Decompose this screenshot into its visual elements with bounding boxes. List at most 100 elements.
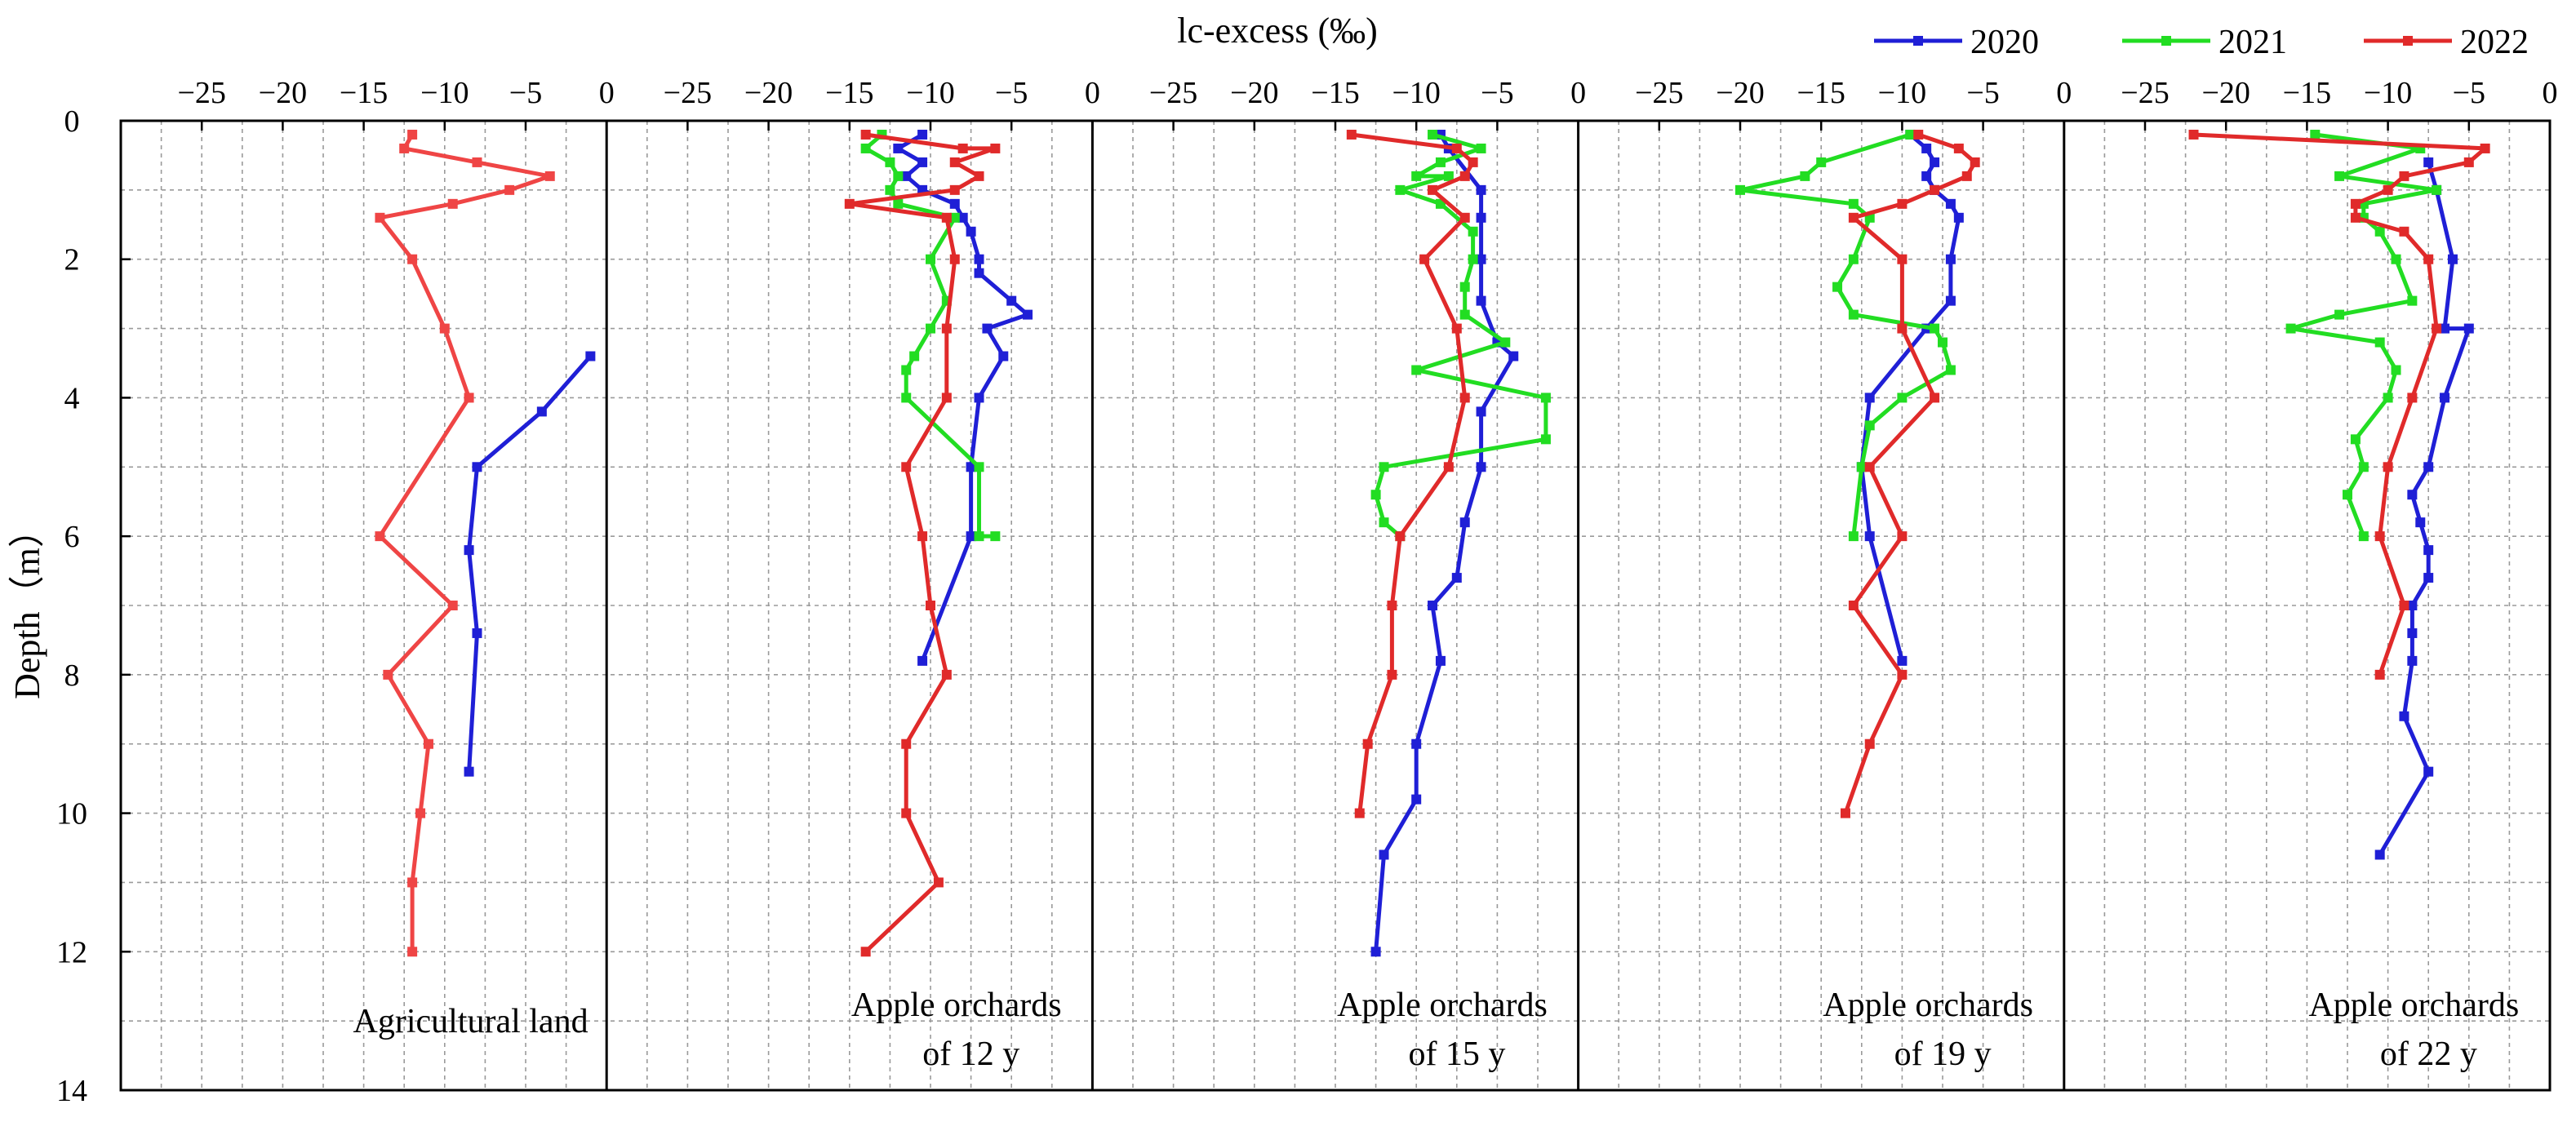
series-line-2022 (377, 133, 553, 952)
panel-label: Apple orchards (2308, 987, 2519, 1024)
data-point-2022 (407, 254, 418, 264)
data-point-2022 (1848, 212, 1859, 223)
data-point-2020 (464, 545, 474, 556)
data-point-2022 (1346, 129, 1357, 140)
data-point-2021 (1930, 323, 1940, 334)
data-point-2022 (1930, 392, 1940, 403)
data-point-2021 (2350, 434, 2361, 445)
data-point-2022 (407, 877, 418, 888)
data-point-2020 (1945, 198, 1956, 209)
series-line-2020 (2378, 162, 2472, 856)
data-point-2022 (399, 143, 410, 153)
data-point-2021 (1540, 392, 1551, 403)
data-point-2022 (439, 323, 450, 334)
data-point-2021 (1816, 157, 1827, 167)
data-point-2020 (1945, 254, 1956, 264)
data-point-2022 (1419, 254, 1430, 264)
data-point-2020 (1411, 738, 1422, 749)
data-point-2022 (544, 171, 555, 181)
data-point-2021 (901, 392, 912, 403)
data-point-2022 (990, 143, 1001, 153)
data-point-2020 (1930, 157, 1940, 167)
data-point-2022 (2399, 171, 2409, 181)
data-point-2022 (941, 323, 952, 334)
data-point-2020 (1864, 531, 1875, 542)
data-point-2020 (1459, 517, 1470, 528)
panel-label: Apple orchards (1337, 987, 1548, 1024)
data-point-2021 (1540, 434, 1551, 445)
data-point-2021 (1379, 517, 1389, 528)
data-point-2022 (1930, 184, 1940, 195)
data-point-2021 (2374, 226, 2385, 237)
data-point-2020 (2423, 573, 2434, 583)
data-point-2021 (885, 184, 895, 195)
data-point-2021 (926, 254, 935, 264)
data-point-2022 (949, 157, 960, 167)
data-point-2022 (1387, 601, 1397, 610)
x-tick-label: −20 (2201, 76, 2250, 110)
data-point-2022 (1428, 184, 1438, 195)
data-point-2022 (1387, 669, 1397, 680)
x-tick-label: −5 (509, 76, 542, 110)
data-point-2020 (974, 254, 984, 264)
x-tick-label: −10 (1878, 76, 1926, 110)
data-point-2022 (1897, 669, 1908, 680)
data-point-2020 (2463, 323, 2474, 334)
series-line-2021 (864, 133, 996, 539)
data-point-2022 (941, 669, 952, 680)
data-point-2020 (1476, 184, 1486, 195)
data-point-2020 (472, 628, 482, 638)
data-point-2020 (1508, 351, 1519, 361)
data-point-2020 (1476, 212, 1486, 223)
data-point-2022 (407, 947, 418, 957)
y-tick-label: 2 (64, 243, 80, 277)
data-point-2022 (2374, 669, 2385, 680)
x-tick-label: −10 (906, 76, 954, 110)
data-point-2022 (1913, 129, 1924, 140)
data-point-2020 (472, 462, 482, 472)
x-tick-label: −5 (995, 76, 1028, 110)
data-point-2021 (1848, 198, 1859, 209)
data-point-2020 (974, 392, 984, 403)
x-tick-label: −25 (1149, 76, 1197, 110)
y-tick-label: 8 (64, 659, 80, 693)
x-tick-label: −5 (1481, 76, 1513, 110)
data-point-2022 (1897, 254, 1908, 264)
data-point-2022 (1459, 392, 1470, 403)
data-point-2021 (2374, 337, 2385, 348)
data-point-2022 (1897, 323, 1908, 334)
data-point-2022 (860, 947, 871, 957)
data-point-2020 (2374, 849, 2385, 860)
data-point-2021 (1459, 309, 1470, 320)
data-point-2022 (2188, 129, 2199, 140)
legend-label-2020: 2020 (1970, 24, 2039, 61)
data-point-2020 (949, 198, 960, 209)
x-tick-label: −15 (1797, 76, 1845, 110)
data-point-2020 (1476, 406, 1486, 417)
data-point-2021 (1468, 226, 1478, 237)
data-point-2021 (2343, 490, 2352, 500)
data-point-2022 (383, 669, 393, 680)
data-point-2021 (1370, 490, 1381, 500)
data-point-2020 (536, 406, 547, 417)
panel-label: of 22 y (2380, 1036, 2477, 1073)
data-point-2022 (941, 392, 952, 403)
data-point-2022 (933, 877, 944, 888)
data-point-2020 (1023, 309, 1033, 320)
data-point-2021 (1905, 129, 1916, 140)
data-point-2022 (926, 601, 935, 610)
data-point-2022 (917, 531, 928, 542)
y-tick-label: 12 (56, 935, 87, 969)
x-tick-label: −25 (2121, 76, 2169, 110)
series-line-2021 (1738, 132, 1953, 537)
data-point-2020 (2423, 766, 2434, 777)
legend-label-2022: 2022 (2460, 24, 2529, 61)
data-point-2021 (1938, 337, 1948, 348)
data-point-2020 (1411, 794, 1422, 805)
data-point-2022 (901, 738, 912, 749)
panel-label: Apple orchards (1823, 987, 2033, 1024)
data-point-2022 (1459, 212, 1470, 223)
data-point-2021 (974, 462, 984, 472)
